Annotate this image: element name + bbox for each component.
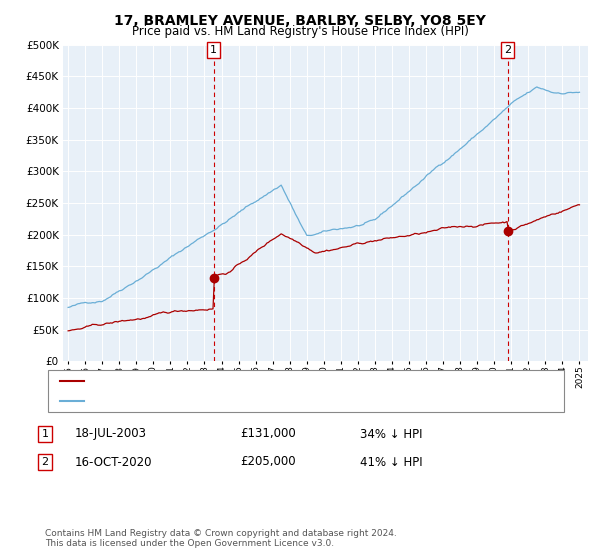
Text: £205,000: £205,000 [240, 455, 296, 469]
Text: 41% ↓ HPI: 41% ↓ HPI [360, 455, 422, 469]
Text: This data is licensed under the Open Government Licence v3.0.: This data is licensed under the Open Gov… [45, 539, 334, 548]
Text: 17, BRAMLEY AVENUE, BARLBY, SELBY, YO8 5EY (detached house): 17, BRAMLEY AVENUE, BARLBY, SELBY, YO8 5… [90, 376, 433, 386]
Text: 34% ↓ HPI: 34% ↓ HPI [360, 427, 422, 441]
Text: 1: 1 [41, 429, 49, 439]
Text: Contains HM Land Registry data © Crown copyright and database right 2024.: Contains HM Land Registry data © Crown c… [45, 529, 397, 538]
Text: 16-OCT-2020: 16-OCT-2020 [75, 455, 152, 469]
Text: HPI: Average price, detached house, North Yorkshire: HPI: Average price, detached house, Nort… [90, 396, 363, 406]
Text: 1: 1 [210, 45, 217, 55]
Text: 2: 2 [504, 45, 511, 55]
Text: 17, BRAMLEY AVENUE, BARLBY, SELBY, YO8 5EY: 17, BRAMLEY AVENUE, BARLBY, SELBY, YO8 5… [114, 14, 486, 28]
Text: £131,000: £131,000 [240, 427, 296, 441]
Text: 18-JUL-2003: 18-JUL-2003 [75, 427, 147, 441]
Text: 2: 2 [41, 457, 49, 467]
Text: Price paid vs. HM Land Registry's House Price Index (HPI): Price paid vs. HM Land Registry's House … [131, 25, 469, 38]
